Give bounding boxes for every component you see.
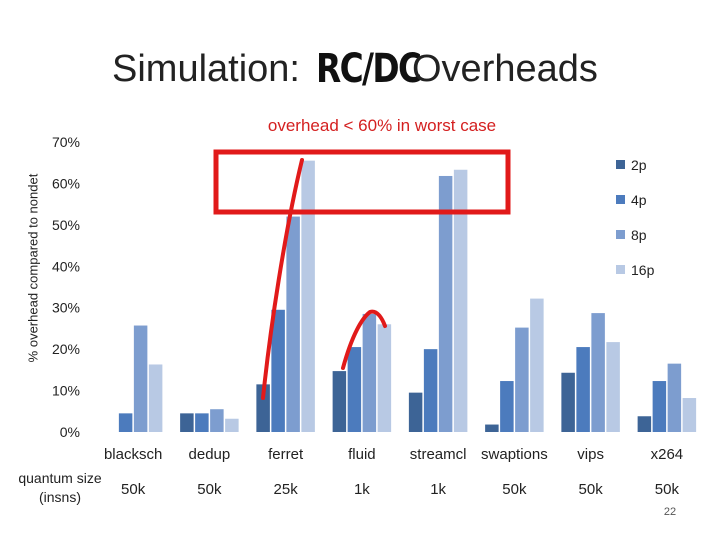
- y-tick-label: 40%: [52, 258, 80, 274]
- bar: [576, 347, 590, 432]
- bar: [286, 216, 300, 432]
- quantum-size-labels: quantum size (insns) 50k 50k 25k 1k 1k 50k 50k 50…: [18, 470, 679, 505]
- legend-swatch: [616, 265, 625, 274]
- bar: [500, 381, 514, 432]
- x-tick-label: x264: [651, 446, 684, 463]
- quantum-size-value: 50k: [502, 481, 527, 498]
- bar: [118, 413, 133, 432]
- legend-label: 4p: [631, 192, 647, 208]
- bars: [118, 160, 697, 432]
- legend-label: 16p: [631, 262, 655, 278]
- legend: 2p 4p 8p 16p: [616, 157, 655, 278]
- bar: [652, 381, 667, 432]
- bar: [530, 298, 544, 432]
- slide-title: Simulation: RC/DC Overheads: [0, 40, 720, 100]
- trend-stroke-ferret: [261, 158, 304, 400]
- bar: [133, 325, 148, 432]
- highlight-box: [213, 149, 511, 215]
- bar: [485, 424, 499, 432]
- trend-stroke-fluid: [341, 309, 387, 370]
- x-tick-label: blacksch: [104, 446, 162, 463]
- quantum-size-value: 1k: [430, 481, 446, 498]
- y-axis-ticks: 0% 10% 20% 30% 40% 50% 60% 70%: [52, 134, 80, 440]
- y-tick-label: 0%: [60, 424, 80, 440]
- bar: [225, 418, 239, 432]
- hand-drawn-annotations: [213, 149, 511, 400]
- page-number: 22: [663, 506, 677, 518]
- quantum-size-value: 50k: [579, 481, 604, 498]
- bar: [377, 324, 392, 432]
- bar: [453, 169, 468, 432]
- bar: [408, 392, 423, 432]
- bar: [195, 413, 209, 432]
- bar: [347, 347, 362, 432]
- bar: [362, 313, 377, 432]
- bar: [438, 175, 453, 432]
- x-tick-label: vips: [577, 446, 604, 463]
- x-tick-label: ferret: [268, 446, 304, 463]
- bar: [606, 342, 620, 432]
- x-tick-label: fluid: [348, 446, 376, 463]
- bar: [515, 327, 529, 432]
- x-tick-label: dedup: [189, 446, 231, 463]
- y-tick-label: 20%: [52, 341, 80, 357]
- legend-label: 8p: [631, 227, 647, 243]
- legend-swatch: [616, 160, 625, 169]
- bar: [591, 313, 605, 432]
- quantum-size-value: 50k: [197, 481, 222, 498]
- quantum-size-row-label: (insns): [39, 489, 81, 505]
- bar: [271, 309, 285, 432]
- quantum-size-value: 50k: [121, 481, 146, 498]
- quantum-size-value: 25k: [274, 481, 299, 498]
- bar: [148, 364, 163, 432]
- x-tick-label: streamcl: [410, 446, 467, 463]
- y-tick-label: 50%: [52, 217, 80, 233]
- legend-swatch: [616, 195, 625, 204]
- bar: [637, 416, 652, 432]
- bar: [256, 384, 270, 432]
- rcdc-logo: RC/DC: [316, 46, 422, 92]
- bar: [423, 349, 438, 432]
- bar: [332, 371, 347, 432]
- quantum-size-value: 50k: [655, 481, 680, 498]
- x-tick-label: swaptions: [481, 446, 548, 463]
- bar: [667, 363, 682, 432]
- y-tick-label: 30%: [52, 300, 80, 316]
- y-tick-label: 10%: [52, 383, 80, 399]
- title-text-suffix: Overheads: [412, 48, 598, 90]
- quantum-size-row-label: quantum size: [18, 470, 101, 486]
- bar: [210, 409, 224, 432]
- x-axis-labels: blacksch dedup ferret fluid streamcl swaption…: [104, 446, 683, 463]
- quantum-size-value: 1k: [354, 481, 370, 498]
- y-tick-label: 60%: [52, 175, 80, 191]
- bar: [301, 160, 315, 432]
- bar: [682, 398, 697, 432]
- chart-annotation: overhead < 60% in worst case: [267, 116, 497, 135]
- legend-swatch: [616, 230, 625, 239]
- legend-label: 2p: [631, 157, 647, 173]
- bar: [180, 413, 194, 432]
- title-text-prefix: Simulation:: [112, 48, 300, 90]
- bar: [561, 372, 575, 432]
- y-tick-label: 70%: [52, 134, 80, 150]
